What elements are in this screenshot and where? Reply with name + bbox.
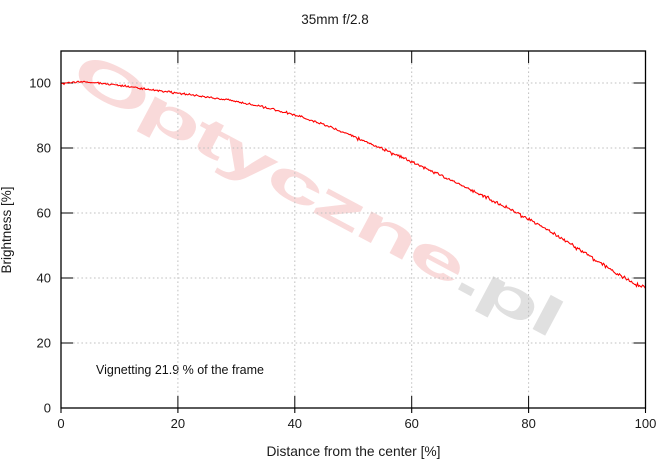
svg-text:Optyczne.pl: Optyczne.pl <box>63 40 571 347</box>
svg-text:60: 60 <box>404 416 418 431</box>
svg-text:80: 80 <box>37 141 51 156</box>
svg-text:60: 60 <box>37 206 51 221</box>
svg-text:20: 20 <box>171 416 185 431</box>
svg-text:100: 100 <box>29 76 51 91</box>
svg-text:0: 0 <box>57 416 64 431</box>
svg-text:20: 20 <box>37 336 51 351</box>
svg-text:40: 40 <box>288 416 302 431</box>
svg-text:100: 100 <box>635 416 657 431</box>
svg-text:80: 80 <box>521 416 535 431</box>
svg-text:40: 40 <box>37 271 51 286</box>
svg-text:0: 0 <box>44 401 51 416</box>
